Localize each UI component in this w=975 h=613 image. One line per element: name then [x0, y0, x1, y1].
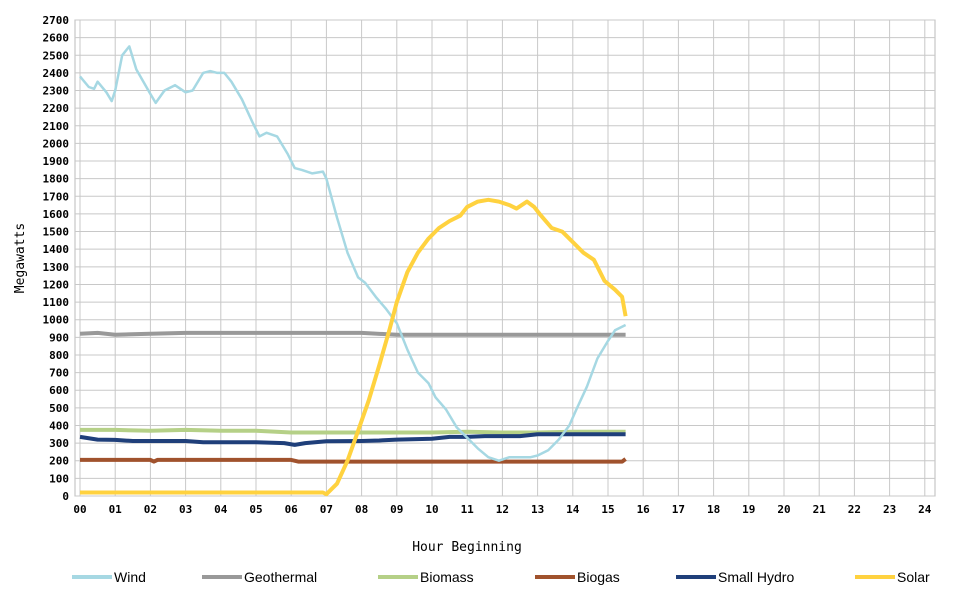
x-axis-label: Hour Beginning [412, 540, 522, 555]
x-tick-label: 09 [390, 503, 403, 516]
x-tick-label: 06 [285, 503, 299, 516]
y-tick-label: 1500 [43, 226, 70, 239]
y-tick-label: 2200 [43, 102, 70, 115]
x-tick-label: 21 [813, 503, 827, 516]
series-line-biogas [80, 457, 627, 464]
y-tick-label: 2000 [43, 137, 70, 150]
x-tick-label: 08 [355, 503, 368, 516]
legend-label: Solar [897, 569, 930, 585]
x-tick-label: 16 [637, 503, 651, 516]
y-axis-ticks: 0 100 200 300 400 500 600 700 800 900 1000 1100 1200… [43, 14, 70, 503]
y-tick-label: 300 [49, 437, 69, 450]
x-tick-label: 13 [531, 503, 544, 516]
legend-label: Biomass [420, 569, 474, 585]
y-tick-label: 2500 [43, 49, 70, 62]
x-tick-label: 14 [566, 503, 580, 516]
x-tick-label: 20 [777, 503, 790, 516]
x-tick-label: 04 [214, 503, 228, 516]
x-tick-label: 02 [144, 503, 157, 516]
x-tick-label: 15 [601, 503, 614, 516]
x-tick-label: 11 [461, 503, 475, 516]
y-axis-label: Megawatts [13, 223, 28, 293]
x-tick-label: 03 [179, 503, 192, 516]
legend-label: Biogas [577, 569, 620, 585]
legend-label: Small Hydro [718, 569, 794, 585]
y-tick-label: 1900 [43, 155, 70, 168]
legend-item-geothermal: Geothermal [202, 569, 317, 585]
x-tick-label: 18 [707, 503, 720, 516]
y-tick-label: 1000 [43, 314, 70, 327]
y-tick-label: 1800 [43, 173, 70, 186]
x-tick-label: 00 [73, 503, 86, 516]
y-tick-label: 2600 [43, 32, 70, 45]
y-tick-label: 1200 [43, 278, 70, 291]
legend-label: Geothermal [244, 569, 317, 585]
x-tick-label: 07 [320, 503, 333, 516]
y-tick-label: 200 [49, 455, 69, 468]
y-tick-label: 500 [49, 402, 69, 415]
y-tick-label: 800 [49, 349, 69, 362]
y-tick-label: 100 [49, 472, 69, 485]
y-tick-label: 2100 [43, 120, 70, 133]
y-tick-label: 1600 [43, 208, 70, 221]
grid [74, 19, 936, 497]
y-tick-label: 0 [62, 490, 69, 503]
plot-area [74, 19, 936, 497]
series-line-geothermal [79, 330, 626, 337]
legend-item-biogas: Biogas [535, 569, 620, 585]
series-line-wind [79, 45, 627, 462]
legend-item-biomass: Biomass [378, 569, 474, 585]
y-tick-label: 600 [49, 384, 69, 397]
x-tick-label: 23 [883, 503, 896, 516]
x-axis-ticks: 00 01 02 03 04 05 06 07 08 09 10 11 12 13 14 15 16 17 18 19… [73, 503, 931, 516]
legend-item-solar: Solar [855, 569, 930, 585]
series-line-biomass [80, 427, 626, 435]
y-tick-label: 900 [49, 331, 69, 344]
x-tick-label: 19 [742, 503, 755, 516]
x-tick-label: 24 [918, 503, 932, 516]
series-lines [79, 45, 628, 497]
x-tick-label: 12 [496, 503, 509, 516]
y-tick-label: 2300 [43, 85, 70, 98]
x-tick-label: 22 [848, 503, 861, 516]
x-tick-label: 01 [109, 503, 123, 516]
y-tick-label: 1100 [43, 296, 70, 309]
y-tick-label: 1400 [43, 243, 70, 256]
legend: Wind Geothermal Biomass Biogas Small Hydro So… [72, 569, 930, 585]
x-tick-label: 10 [425, 503, 438, 516]
y-tick-label: 2700 [43, 14, 70, 27]
x-tick-label: 17 [672, 503, 685, 516]
legend-label: Wind [114, 569, 146, 585]
x-tick-label: 05 [249, 503, 262, 516]
legend-item-wind: Wind [72, 569, 146, 585]
legend-item-small-hydro: Small Hydro [676, 569, 794, 585]
series-line-solar [80, 197, 628, 497]
y-tick-label: 400 [49, 419, 69, 432]
y-tick-label: 2400 [43, 67, 70, 80]
y-tick-label: 1700 [43, 190, 70, 203]
y-tick-label: 700 [49, 367, 69, 380]
series-line-small-hydro [79, 432, 626, 447]
y-tick-label: 1300 [43, 261, 70, 274]
